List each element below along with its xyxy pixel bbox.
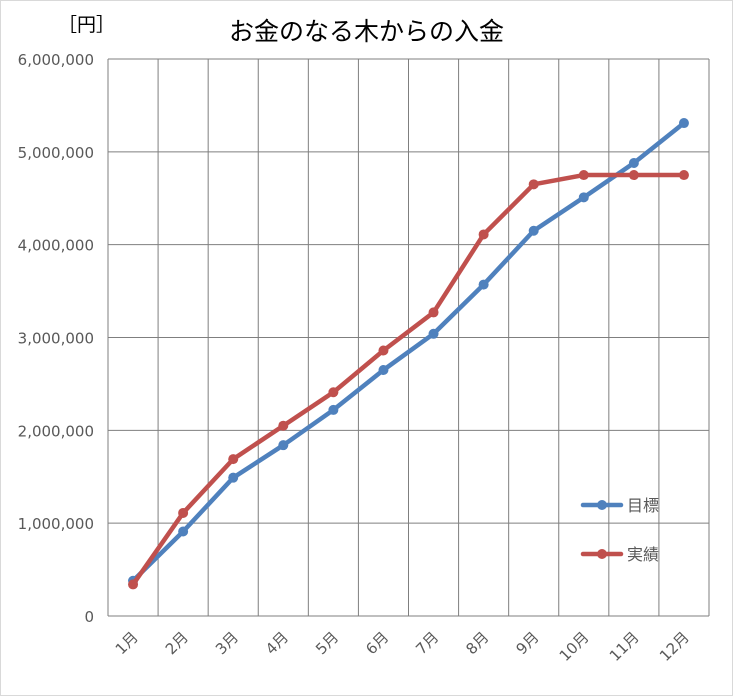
data-point	[528, 225, 539, 236]
x-tick-label: 4月	[262, 628, 292, 658]
x-tick-label: 5月	[312, 628, 342, 658]
data-point	[178, 526, 189, 537]
x-tick-label: 11月	[606, 628, 643, 665]
x-tick-label: 8月	[462, 628, 492, 658]
y-tick-label: 3,000,000	[18, 330, 94, 348]
data-point	[378, 345, 389, 356]
data-point	[578, 170, 589, 181]
data-point	[228, 454, 239, 465]
data-point	[478, 279, 489, 290]
x-tick-label: 12月	[656, 628, 693, 665]
legend-item: 目標	[580, 496, 659, 515]
data-point	[328, 387, 339, 398]
data-point	[628, 170, 639, 181]
data-point	[228, 472, 239, 483]
x-tick-label: 6月	[362, 628, 392, 658]
data-point	[428, 307, 439, 318]
series-lines	[128, 118, 689, 590]
data-point	[328, 404, 339, 415]
data-point	[528, 179, 539, 190]
x-tick-label: 7月	[412, 628, 442, 658]
y-tick-label: 5,000,000	[18, 144, 94, 162]
x-axis: 1月 2月 3月 4月 5月 6月 7月 8月 9月 10月 11月 12月	[112, 628, 693, 665]
x-tick-label: 9月	[512, 628, 542, 658]
legend-label: 目標	[627, 496, 659, 515]
x-tick-label: 1月	[112, 628, 142, 658]
legend-label: 実績	[627, 545, 659, 564]
series-1	[128, 118, 689, 586]
data-point	[278, 420, 289, 431]
data-point	[678, 118, 689, 129]
y-axis: 0 1,000,000 2,000,000 3,000,000 4,000,000 5,0…	[18, 51, 94, 626]
data-point	[678, 170, 689, 181]
y-tick-label: 1,000,000	[18, 515, 94, 533]
x-tick-label: 2月	[162, 628, 192, 658]
series-line	[130, 172, 687, 587]
y-tick-label: 2,000,000	[18, 422, 94, 440]
data-point	[478, 229, 489, 240]
chart-title: お金のなる木からの入金	[228, 17, 504, 46]
legend-item: 実績	[580, 545, 659, 564]
data-point	[628, 157, 639, 168]
series-line	[130, 120, 687, 583]
grid-lines	[107, 58, 710, 617]
legend-marker	[597, 500, 607, 510]
x-tick-label: 10月	[556, 628, 593, 665]
data-point	[128, 579, 139, 590]
x-tick-label: 3月	[212, 628, 242, 658]
series-2	[128, 170, 689, 590]
data-point	[428, 328, 439, 339]
legend-marker	[597, 549, 607, 559]
y-unit-label: ［円］	[58, 14, 116, 36]
data-point	[178, 507, 189, 518]
y-tick-label: 0	[84, 608, 94, 626]
data-point	[378, 364, 389, 375]
y-tick-label: 4,000,000	[18, 237, 94, 255]
y-tick-label: 6,000,000	[18, 51, 94, 69]
data-point	[578, 192, 589, 203]
data-point	[278, 440, 289, 451]
